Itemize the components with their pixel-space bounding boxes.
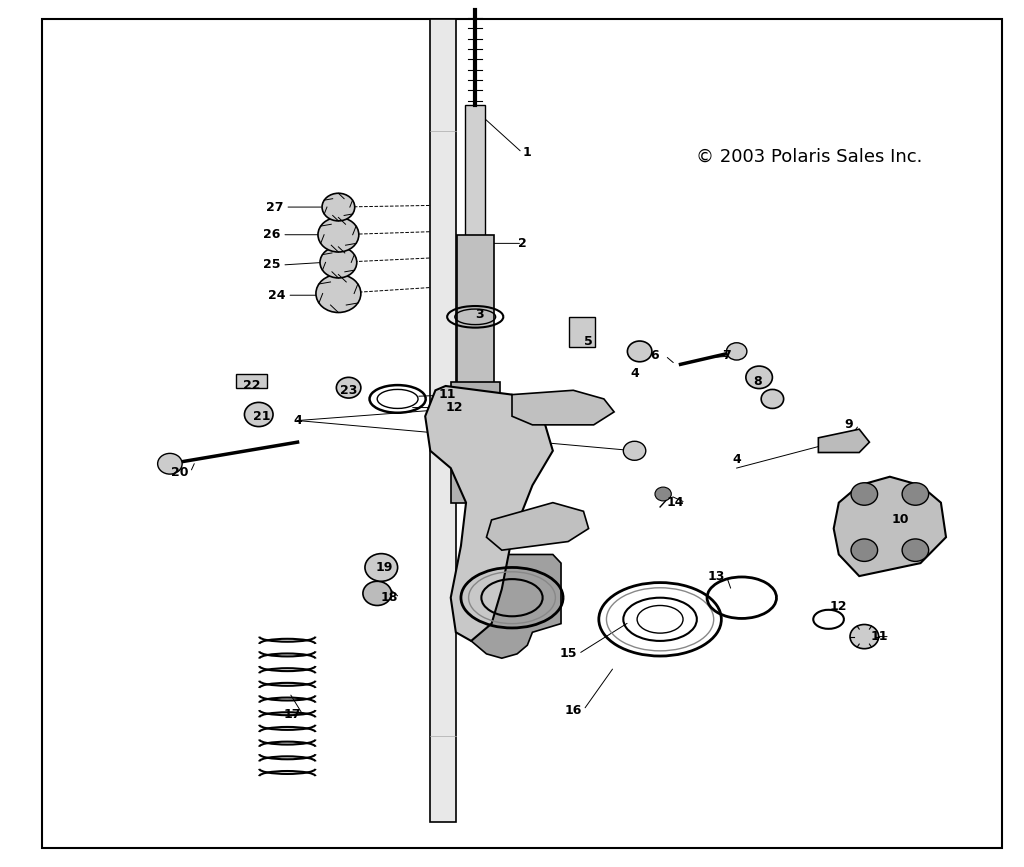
Text: 25: 25 [263, 258, 281, 271]
Bar [451, 381, 500, 503]
Text: 4: 4 [630, 367, 639, 380]
Text: 16: 16 [564, 703, 582, 716]
Text: 18: 18 [381, 591, 398, 604]
Polygon shape [430, 19, 456, 823]
Text: 10: 10 [891, 513, 909, 526]
Text: 15: 15 [559, 648, 577, 661]
Text: 14: 14 [667, 496, 684, 509]
Circle shape [624, 441, 646, 460]
Circle shape [726, 342, 746, 360]
Circle shape [902, 483, 929, 505]
Text: © 2003 Polaris Sales Inc.: © 2003 Polaris Sales Inc. [696, 148, 923, 166]
Text: 11: 11 [870, 630, 889, 643]
Circle shape [318, 218, 358, 252]
Polygon shape [464, 555, 561, 658]
Circle shape [323, 193, 354, 221]
Circle shape [158, 453, 182, 474]
Text: 12: 12 [446, 401, 464, 414]
Text: 13: 13 [708, 570, 725, 583]
Circle shape [851, 483, 878, 505]
Circle shape [655, 487, 672, 501]
Polygon shape [486, 503, 589, 551]
Text: 21: 21 [253, 410, 270, 423]
Text: 26: 26 [263, 228, 281, 241]
Text: 23: 23 [340, 384, 357, 397]
Circle shape [245, 402, 273, 427]
Circle shape [761, 389, 783, 408]
Bar [237, 374, 267, 388]
Circle shape [628, 341, 652, 362]
Text: 2: 2 [518, 237, 526, 250]
Bar [465, 105, 485, 261]
Text: 11: 11 [439, 388, 457, 401]
Polygon shape [512, 390, 614, 425]
Circle shape [850, 624, 879, 649]
Text: 27: 27 [266, 200, 284, 213]
Polygon shape [818, 429, 869, 453]
Circle shape [336, 377, 360, 398]
Circle shape [316, 275, 360, 312]
Text: 5: 5 [585, 335, 593, 348]
Circle shape [362, 581, 391, 605]
Text: 22: 22 [243, 380, 260, 393]
Text: 4: 4 [293, 414, 302, 427]
Text: 9: 9 [845, 419, 853, 432]
Polygon shape [425, 386, 553, 641]
Text: 20: 20 [171, 466, 188, 479]
Circle shape [851, 539, 878, 562]
Polygon shape [834, 477, 946, 576]
Text: 3: 3 [475, 308, 483, 321]
Text: 4: 4 [732, 453, 741, 466]
Text: 1: 1 [523, 147, 531, 160]
Text: 7: 7 [722, 349, 731, 362]
Text: 19: 19 [376, 561, 393, 574]
Text: 24: 24 [268, 289, 286, 302]
Circle shape [902, 539, 929, 562]
Circle shape [745, 366, 772, 388]
Text: 12: 12 [830, 600, 848, 613]
Circle shape [365, 554, 397, 581]
Bar [569, 316, 595, 347]
Text: 6: 6 [650, 349, 659, 362]
Bar [457, 235, 494, 390]
Text: 8: 8 [753, 375, 762, 388]
Text: 17: 17 [284, 707, 301, 720]
Circle shape [321, 247, 356, 278]
